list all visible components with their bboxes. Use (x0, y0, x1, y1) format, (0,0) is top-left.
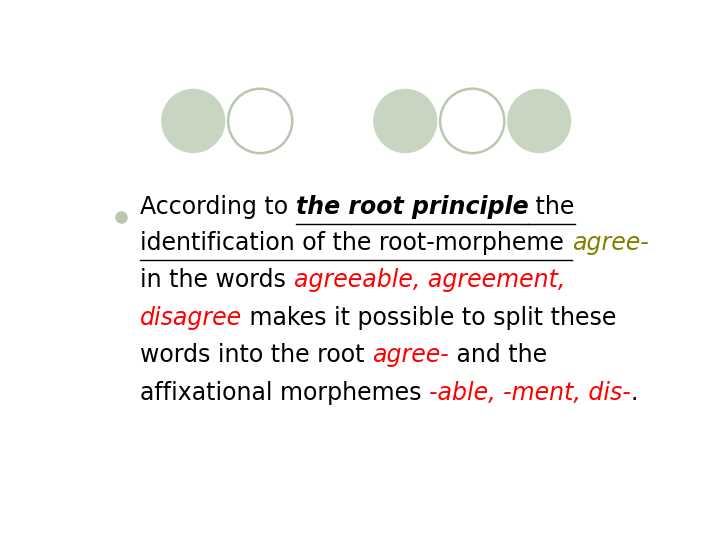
Text: identification of the root-morpheme: identification of the root-morpheme (140, 231, 572, 255)
Ellipse shape (507, 89, 571, 153)
Text: According to: According to (140, 195, 296, 219)
Text: .: . (631, 381, 639, 404)
Text: words into the root: words into the root (140, 343, 372, 367)
Ellipse shape (440, 89, 504, 153)
Text: -able, -ment, dis-: -able, -ment, dis- (429, 381, 631, 404)
Ellipse shape (161, 89, 225, 153)
Ellipse shape (373, 89, 437, 153)
Text: agree-: agree- (572, 231, 648, 255)
Text: and the: and the (449, 343, 547, 367)
Text: agree-: agree- (372, 343, 449, 367)
Text: disagree: disagree (140, 306, 243, 330)
Text: the root principle: the root principle (296, 195, 528, 219)
Ellipse shape (228, 89, 292, 153)
Text: the: the (528, 195, 575, 219)
Text: agreeable, agreement,: agreeable, agreement, (294, 268, 565, 292)
Text: makes it possible to split these: makes it possible to split these (243, 306, 617, 330)
Text: in the words: in the words (140, 268, 294, 292)
Text: affixational morphemes: affixational morphemes (140, 381, 429, 404)
